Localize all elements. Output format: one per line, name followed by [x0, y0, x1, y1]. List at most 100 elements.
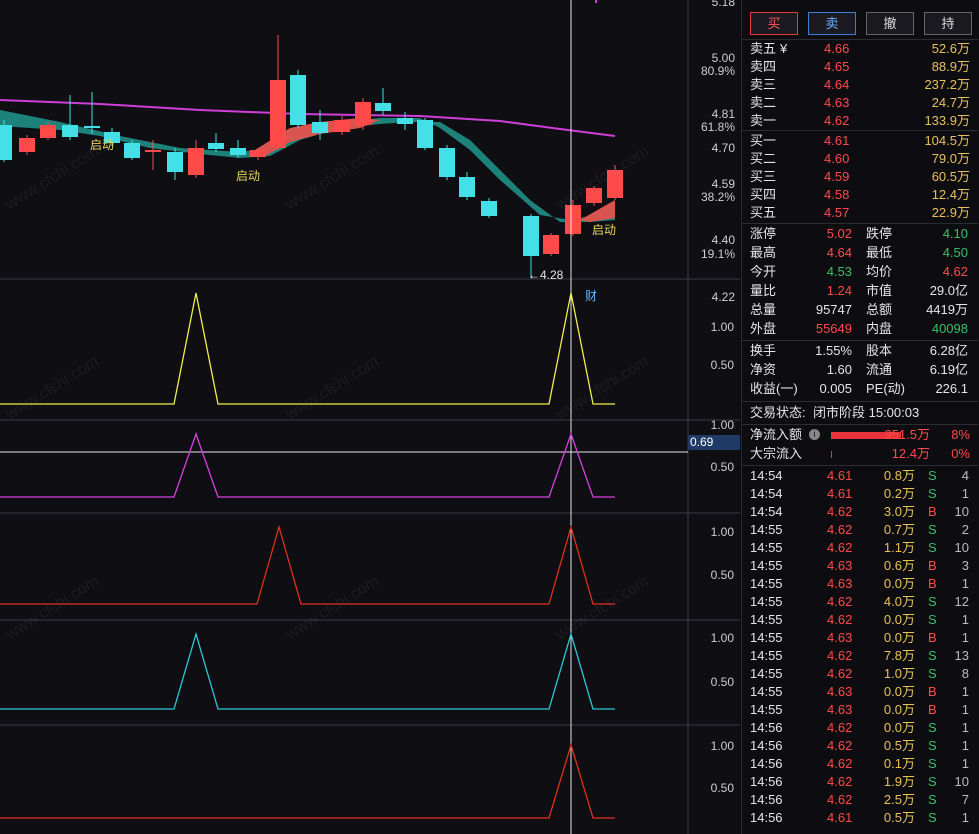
stat-label: 跌停 [866, 226, 893, 241]
flow-pct: 8% [951, 427, 970, 442]
candle-down [62, 125, 78, 137]
bid-volume: 60.5万 [931, 169, 970, 184]
price-tick-label: 5.00 [712, 51, 736, 65]
stat-value: 4.10 [942, 226, 968, 241]
low-price-marker: ←4.28 [528, 268, 564, 282]
stat-label: 市值 [866, 283, 893, 298]
stat-label: 股本 [866, 343, 893, 358]
stat-label: 换手 [750, 343, 777, 358]
stat-value: 4419万 [926, 302, 968, 317]
stat-value: 1.55% [815, 343, 852, 358]
bid-row[interactable]: 买三 4.59 60.5万 [742, 168, 978, 186]
sell-button[interactable]: 卖 [808, 12, 856, 35]
stat-value: 1.24 [826, 283, 852, 298]
ask-volume: 24.7万 [931, 95, 970, 110]
bid-row[interactable]: 买五 4.57 22.9万 [742, 204, 978, 222]
indicator-tick-label: 1.00 [711, 525, 735, 539]
tick-volume: 1.1万 [883, 540, 915, 555]
watermark: www.cfchi.com [552, 143, 652, 214]
bid-label: 买五 [750, 205, 777, 220]
tick-time: 14:56 [750, 810, 783, 825]
indicator-tick-label: 0.50 [711, 460, 735, 474]
price-tick-label: 4.70 [712, 141, 736, 155]
tick-volume: 0.1万 [883, 756, 915, 771]
indicator-line [0, 432, 615, 498]
indicator-tick-label: 0.50 [711, 781, 735, 795]
candle-down [124, 143, 140, 158]
candle-down [208, 143, 224, 149]
stat-label: 净资 [750, 362, 777, 377]
tick-count: 4 [961, 468, 969, 483]
chart-area[interactable]: 5.18 5.00 80.9% 4.81 61.8% 4.70 4.59 38.2% 4.40 1… [0, 0, 740, 834]
ask-row[interactable]: 卖二 4.63 24.7万 [742, 94, 978, 112]
tick-direction: S [928, 738, 937, 753]
tick-volume: 7.8万 [883, 648, 915, 663]
tick-direction: S [928, 522, 937, 537]
flow-pct: 0% [951, 446, 970, 461]
indicator-tick-label: 0.50 [711, 568, 735, 582]
cancel-button[interactable]: 撤 [866, 12, 914, 35]
stat-value: 95747 [815, 302, 852, 317]
price-tick-label: 4.81 [712, 107, 736, 121]
stat-value: 4.50 [942, 245, 968, 260]
tick-time: 14:55 [750, 630, 783, 645]
tick-volume: 0.6万 [883, 558, 915, 573]
tick-direction: S [928, 486, 937, 501]
tick-direction: B [928, 630, 937, 645]
tick-row: 14:55 4.63 0.0万 B 1 [742, 683, 978, 701]
ask-label: 卖三 [750, 77, 777, 92]
ask-volume: 237.2万 [924, 77, 970, 92]
divider [742, 465, 978, 466]
stat-row: 外盘 55649 内盘 40098 [742, 320, 978, 338]
indicator-tick-label: 0.50 [711, 675, 735, 689]
stat-value: 40098 [931, 321, 968, 336]
ask-row[interactable]: 卖三 4.64 237.2万 [742, 76, 978, 94]
kline-chart[interactable]: 5.185.0080.9%4.8161.8%4.704.5938.2%4.401… [0, 0, 740, 834]
candle-down [84, 126, 100, 128]
tick-volume: 2.5万 [883, 792, 915, 807]
tick-volume: 0.2万 [883, 486, 915, 501]
tick-time: 14:54 [750, 504, 783, 519]
tick-row: 14:55 4.62 0.0万 S 1 [742, 611, 978, 629]
price-tick-label: 5.18 [712, 0, 736, 9]
bid-price: 4.58 [824, 187, 850, 202]
stat-value: 29.0亿 [929, 283, 968, 298]
bid-label: 买四 [750, 187, 777, 202]
tick-direction: B [928, 684, 937, 699]
tick-time: 14:54 [750, 468, 783, 483]
bid-row[interactable]: 买四 4.58 12.4万 [742, 186, 978, 204]
tick-time: 14:56 [750, 738, 783, 753]
tick-price: 4.62 [827, 756, 853, 771]
tick-volume: 0.0万 [883, 612, 915, 627]
ask-row[interactable]: 卖四 4.65 88.9万 [742, 58, 978, 76]
flow-bar [831, 432, 901, 439]
finance-marker: 财 [585, 289, 597, 303]
bid-price: 4.61 [824, 133, 850, 148]
ask-label: 卖一 [750, 113, 777, 128]
tick-row: 14:54 4.62 3.0万 B 10 [742, 503, 978, 521]
tick-price: 4.62 [827, 666, 853, 681]
tick-count: 10 [954, 504, 969, 519]
ask-row[interactable]: 卖五 ¥4.66 52.6万 [742, 40, 978, 58]
tick-count: 12 [954, 594, 969, 609]
tick-count: 1 [961, 684, 969, 699]
status-label: 交易状态: [750, 405, 806, 420]
candle-up [40, 125, 56, 138]
price-tick-label: 19.1% [701, 247, 735, 261]
tick-count: 2 [961, 522, 969, 537]
candle-down [312, 122, 328, 133]
ask-price: 4.64 [824, 77, 850, 92]
tick-volume: 4.0万 [883, 594, 915, 609]
tick-direction: B [928, 504, 937, 519]
buy-button[interactable]: 买 [750, 12, 798, 35]
stat-row: 量比 1.24 市值 29.0亿 [742, 282, 978, 300]
ask-label: 卖二 [750, 95, 777, 110]
stat-value: 4.53 [826, 264, 852, 279]
bid-row[interactable]: 买一 4.61 104.5万 [742, 132, 978, 150]
stat-label: 均价 [866, 264, 893, 279]
tick-direction: S [928, 774, 937, 789]
ask-row[interactable]: 卖一 4.62 133.9万 [742, 112, 978, 130]
tick-volume: 0.7万 [883, 522, 915, 537]
bid-row[interactable]: 买二 4.60 79.0万 [742, 150, 978, 168]
hold-button[interactable]: 持 [924, 12, 972, 35]
